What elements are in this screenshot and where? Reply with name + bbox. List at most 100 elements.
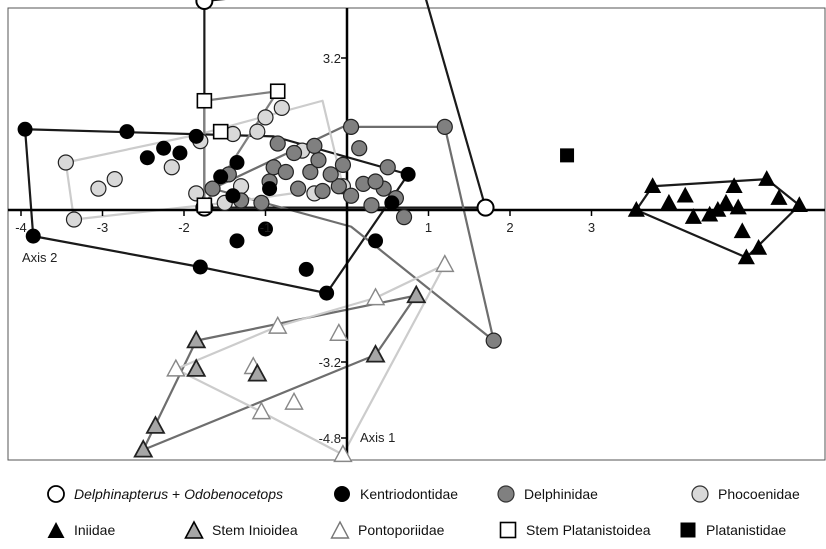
- point-circle: [25, 228, 41, 244]
- point-triangle: [644, 177, 662, 193]
- point-triangle: [737, 248, 755, 265]
- point-circle: [253, 194, 270, 211]
- point-triangle: [247, 362, 268, 382]
- black-triangle-icon: [46, 520, 66, 540]
- point-circle: [195, 0, 214, 10]
- legend-label: Kentriodontidae: [360, 486, 459, 502]
- point-circle: [314, 182, 331, 200]
- legend-label: Delphinapterus + Odobenocetops: [74, 486, 283, 502]
- hull-polygon: [635, 178, 801, 259]
- point-triangle: [186, 329, 207, 349]
- hull-polygon: [174, 263, 446, 456]
- point-circle: [139, 150, 155, 166]
- point-triangle: [725, 177, 743, 193]
- point-circle: [57, 154, 74, 171]
- legend-label: Pontoporiidae: [358, 522, 445, 538]
- point-circle: [225, 188, 241, 204]
- point-triangle: [133, 438, 154, 458]
- point-square: [196, 92, 213, 109]
- point-triangle: [166, 358, 186, 377]
- legend-item-iniidae: Iniidae: [46, 520, 115, 540]
- x-tick-label: -1: [260, 220, 272, 235]
- legend-label: Phocoenidae: [718, 486, 800, 502]
- point-circle: [306, 137, 323, 154]
- hull-polygon: [211, 125, 495, 342]
- x-axis-label: Axis 1: [360, 430, 395, 445]
- y-tick-label: -4.8: [319, 431, 341, 446]
- convex-hulls: [23, 0, 801, 456]
- plot-frame: [7, 7, 826, 461]
- legend-item-stem-platanistoidea: Stem Platanistoidea: [498, 520, 651, 540]
- x-tick-label: -2: [178, 220, 190, 235]
- point-triangle: [267, 315, 288, 334]
- y-axis-label: Axis 2: [22, 250, 57, 265]
- point-triangle: [709, 201, 727, 217]
- x-tick-label: 1: [425, 220, 432, 235]
- hull-polygon: [203, 0, 487, 209]
- point-circle: [213, 169, 229, 185]
- point-triangle: [627, 201, 645, 217]
- legend-item-platanistidae: Platanistidae: [678, 520, 786, 540]
- hull-polygon: [203, 90, 279, 207]
- legend-item-phocoenidae: Phocoenidae: [690, 484, 800, 504]
- legend-label: Platanistidae: [706, 522, 787, 538]
- gray-circle-icon: [496, 484, 516, 504]
- point-triangle: [435, 254, 455, 273]
- point-triangle: [676, 186, 694, 203]
- point-circle: [330, 178, 347, 195]
- legend-label: Stem Platanistoidea: [526, 522, 651, 538]
- point-circle: [476, 198, 495, 217]
- point-triangle: [145, 415, 166, 434]
- point-triangle: [186, 358, 207, 377]
- point-circle: [384, 195, 400, 211]
- data-points: [17, 0, 808, 463]
- point-triangle: [333, 444, 353, 463]
- point-circle: [229, 233, 245, 249]
- x-tick-label: -4: [15, 220, 27, 235]
- point-circle: [322, 166, 339, 183]
- point-triangle: [329, 323, 349, 341]
- point-square: [196, 197, 213, 214]
- point-circle: [106, 171, 123, 188]
- point-circle: [172, 145, 188, 161]
- black-circle-icon: [332, 484, 352, 504]
- point-circle: [188, 128, 204, 144]
- legend-item-delphinidae: Delphinidae: [496, 484, 598, 504]
- white-square-icon: [498, 520, 518, 540]
- black-square-icon: [678, 520, 698, 540]
- x-tick-label: -3: [97, 220, 109, 235]
- white-circle-icon: [46, 484, 66, 504]
- x-tick-label: 3: [588, 220, 595, 235]
- point-circle: [258, 221, 273, 237]
- point-triangle: [660, 193, 678, 210]
- point-triangle: [684, 208, 702, 224]
- point-square: [269, 83, 286, 100]
- legend-item-kentriodontidae: Kentriodontidae: [332, 484, 458, 504]
- point-triangle: [251, 401, 272, 420]
- tick-labels: -4-3-2-11234.83.2-3.2-4.8-6.4: [15, 51, 595, 446]
- point-triangle: [729, 198, 747, 215]
- legend-item-stem-inioidea: Stem Inioidea: [184, 520, 298, 540]
- point-triangle: [717, 193, 735, 210]
- point-circle: [277, 163, 294, 181]
- point-triangle: [758, 170, 776, 186]
- point-circle: [229, 155, 245, 170]
- point-triangle: [790, 196, 808, 212]
- point-square: [212, 123, 229, 140]
- point-circle: [351, 140, 368, 157]
- point-circle: [204, 180, 221, 197]
- point-circle: [188, 185, 205, 202]
- legend-label: Delphinidae: [524, 486, 598, 502]
- point-triangle: [750, 239, 768, 255]
- point-circle: [262, 181, 278, 197]
- point-circle: [285, 144, 303, 162]
- gray-triangle-icon: [184, 520, 204, 540]
- point-triangle: [770, 189, 788, 205]
- point-triangle: [406, 284, 427, 304]
- point-circle: [400, 166, 416, 182]
- axes: [8, 8, 825, 460]
- point-circle: [156, 140, 172, 156]
- point-circle: [368, 233, 384, 249]
- legend-item-pontoporiidae: Pontoporiidae: [330, 520, 444, 540]
- point-circle: [363, 197, 380, 214]
